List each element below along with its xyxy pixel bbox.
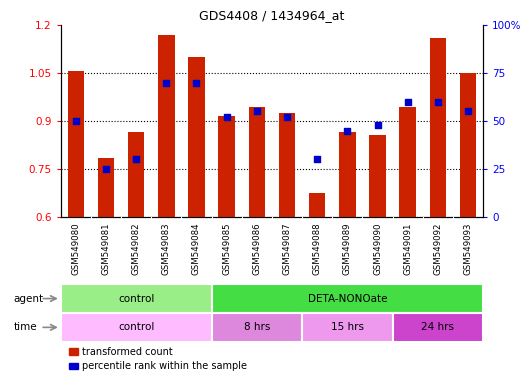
Point xyxy=(72,118,80,124)
Text: control: control xyxy=(118,293,154,304)
Text: DETA-NONOate: DETA-NONOate xyxy=(308,293,387,304)
Text: GSM549091: GSM549091 xyxy=(403,222,412,275)
Bar xyxy=(212,284,483,313)
Point xyxy=(132,156,140,162)
Point xyxy=(192,79,201,86)
Legend: transformed count, percentile rank within the sample: transformed count, percentile rank withi… xyxy=(65,343,251,375)
Bar xyxy=(68,71,84,217)
Bar xyxy=(188,57,205,217)
Bar xyxy=(249,107,265,217)
Text: GSM549088: GSM549088 xyxy=(313,222,322,275)
Title: GDS4408 / 1434964_at: GDS4408 / 1434964_at xyxy=(199,9,345,22)
Bar xyxy=(369,136,386,217)
Point xyxy=(222,114,231,120)
Text: GSM549080: GSM549080 xyxy=(71,222,80,275)
Text: GSM549085: GSM549085 xyxy=(222,222,231,275)
Bar xyxy=(61,313,212,342)
Text: GSM549093: GSM549093 xyxy=(464,222,473,275)
Text: GSM549089: GSM549089 xyxy=(343,222,352,275)
Text: GSM549087: GSM549087 xyxy=(282,222,291,275)
Point xyxy=(162,79,171,86)
Text: control: control xyxy=(118,322,154,333)
Bar xyxy=(212,313,302,342)
Bar xyxy=(399,107,416,217)
Bar xyxy=(309,193,325,217)
Bar xyxy=(393,313,483,342)
Bar xyxy=(460,73,476,217)
Text: GSM549092: GSM549092 xyxy=(433,222,442,275)
Text: GSM549083: GSM549083 xyxy=(162,222,171,275)
Bar xyxy=(219,116,235,217)
Text: 24 hrs: 24 hrs xyxy=(421,322,455,333)
Point xyxy=(343,127,352,134)
Bar xyxy=(339,132,356,217)
Text: 15 hrs: 15 hrs xyxy=(331,322,364,333)
Text: GSM549084: GSM549084 xyxy=(192,222,201,275)
Bar xyxy=(98,158,114,217)
Point xyxy=(373,122,382,128)
Point xyxy=(283,114,291,120)
Bar xyxy=(158,35,175,217)
Bar xyxy=(61,284,212,313)
Text: 8 hrs: 8 hrs xyxy=(243,322,270,333)
Text: GSM549090: GSM549090 xyxy=(373,222,382,275)
Point xyxy=(464,108,472,114)
Bar xyxy=(279,113,295,217)
Text: time: time xyxy=(13,322,37,333)
Text: GSM549086: GSM549086 xyxy=(252,222,261,275)
Text: GSM549081: GSM549081 xyxy=(101,222,110,275)
Text: GSM549082: GSM549082 xyxy=(131,222,140,275)
Point xyxy=(313,156,322,162)
Point xyxy=(252,108,261,114)
Bar xyxy=(128,132,145,217)
Point xyxy=(403,99,412,105)
Bar xyxy=(302,313,393,342)
Point xyxy=(102,166,110,172)
Text: agent: agent xyxy=(13,293,43,304)
Point xyxy=(433,99,442,105)
Bar xyxy=(430,38,446,217)
